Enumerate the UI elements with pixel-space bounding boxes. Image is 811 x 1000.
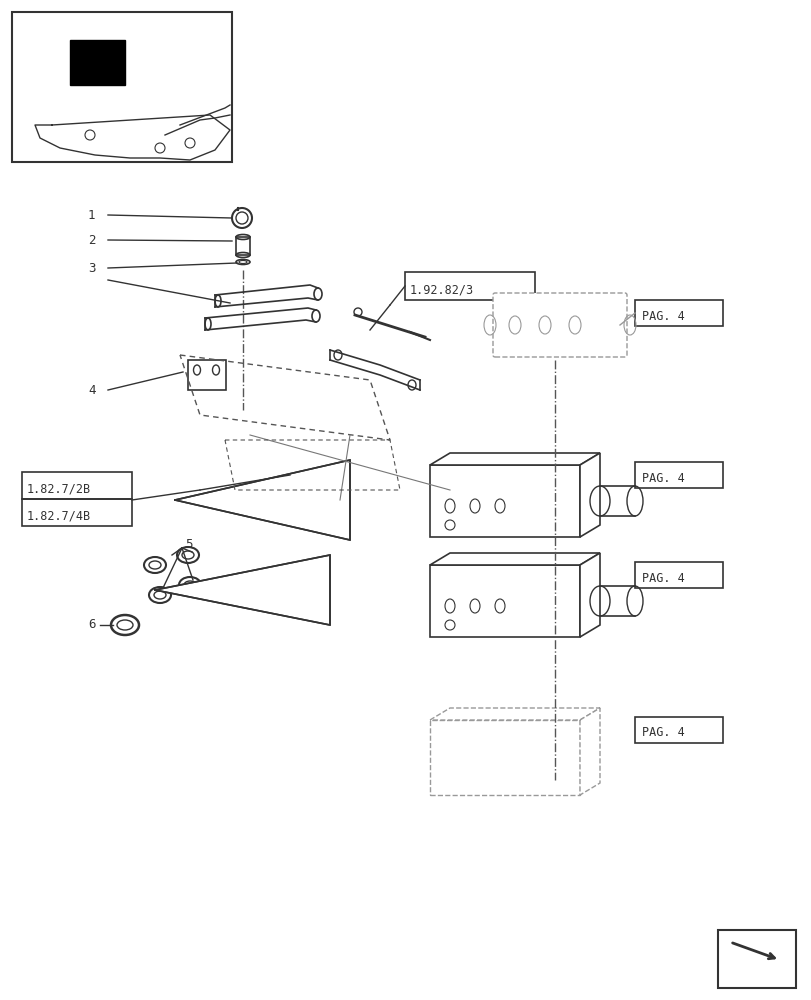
- Text: 6: 6: [88, 618, 96, 632]
- Bar: [236, 237, 250, 255]
- Text: 2: 2: [88, 233, 96, 246]
- Bar: [717, 930, 795, 988]
- Bar: [634, 300, 722, 326]
- Text: 4: 4: [88, 383, 96, 396]
- Polygon shape: [430, 553, 599, 565]
- Text: 1.82.7/4B: 1.82.7/4B: [27, 510, 91, 522]
- Bar: [22, 472, 132, 499]
- Text: 1.92.82/3: 1.92.82/3: [410, 284, 474, 296]
- Text: 5: 5: [185, 538, 192, 552]
- Polygon shape: [175, 460, 350, 540]
- Bar: [634, 462, 722, 488]
- Polygon shape: [579, 453, 599, 537]
- Polygon shape: [579, 708, 599, 795]
- Bar: [188, 360, 225, 390]
- Text: 1.82.7/2B: 1.82.7/2B: [27, 483, 91, 495]
- Text: PAG. 4: PAG. 4: [642, 572, 684, 584]
- Polygon shape: [430, 708, 599, 720]
- Text: PAG. 4: PAG. 4: [642, 472, 684, 485]
- Polygon shape: [155, 555, 329, 625]
- Bar: [405, 272, 534, 300]
- Text: PAG. 4: PAG. 4: [642, 726, 684, 739]
- Text: PAG. 4: PAG. 4: [642, 310, 684, 322]
- Bar: [70, 40, 125, 85]
- Bar: [430, 565, 579, 637]
- Polygon shape: [579, 553, 599, 637]
- Bar: [634, 562, 722, 588]
- Polygon shape: [430, 453, 599, 465]
- Text: 3: 3: [88, 261, 96, 274]
- Bar: [430, 465, 579, 537]
- Bar: [634, 717, 722, 743]
- FancyBboxPatch shape: [492, 293, 626, 357]
- Text: 1: 1: [88, 209, 96, 222]
- Bar: [22, 499, 132, 526]
- Bar: [430, 720, 579, 795]
- Bar: [12, 12, 232, 162]
